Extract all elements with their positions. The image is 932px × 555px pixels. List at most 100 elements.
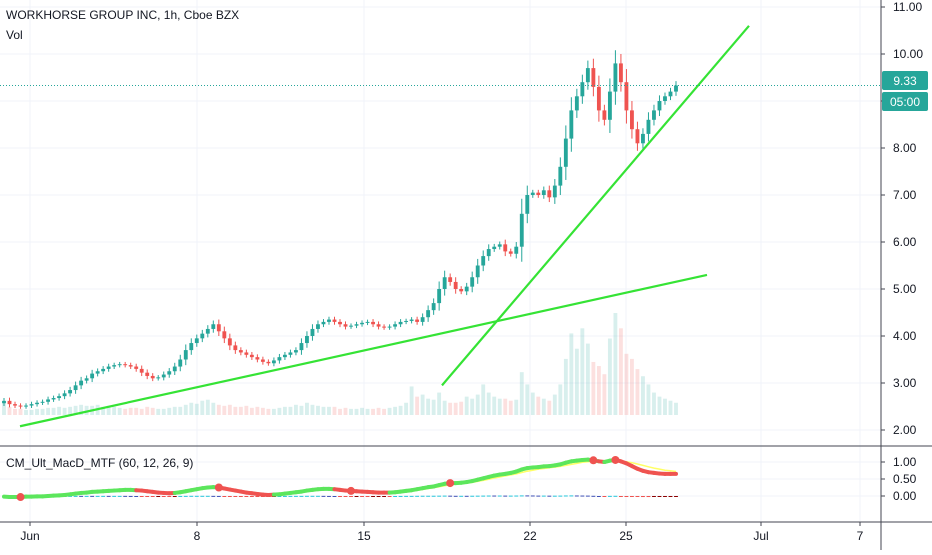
candle-body <box>349 326 353 327</box>
candle-body <box>580 82 584 96</box>
candle-body <box>360 323 364 324</box>
macd-histogram-bar <box>608 496 612 497</box>
macd-histogram-bar <box>239 496 243 497</box>
candle-body <box>613 63 617 91</box>
candle-body <box>118 364 122 365</box>
macd-histogram-bar <box>377 496 381 497</box>
volume-bar <box>239 407 243 415</box>
macd-histogram-bar <box>658 496 662 497</box>
macd-histogram-bar <box>602 496 606 497</box>
candle-body <box>145 373 149 376</box>
macd-histogram-bar <box>173 496 177 497</box>
macd-histogram-bar <box>426 496 430 497</box>
volume-legend[interactable]: Vol <box>6 28 23 42</box>
macd-histogram-bar <box>294 496 298 497</box>
candle-body <box>492 247 496 249</box>
candle-body <box>630 110 634 129</box>
volume-bar <box>333 407 337 415</box>
macd-histogram-bar <box>96 496 100 497</box>
volume-bar <box>355 409 359 415</box>
macd-histogram-bar <box>107 496 111 497</box>
macd-histogram-bar <box>222 496 226 497</box>
volume-bar <box>261 408 265 415</box>
volume-bar <box>311 405 315 415</box>
volume-bar <box>630 359 634 415</box>
macd-histogram-bar <box>465 496 469 497</box>
time-tick-label: 7 <box>857 529 864 543</box>
volume-bar <box>564 359 568 415</box>
volume-bar <box>129 408 133 415</box>
candle-body <box>222 331 226 338</box>
macd-histogram-bar <box>79 496 83 497</box>
volume-bar <box>151 408 155 415</box>
volume-bar <box>669 401 673 415</box>
volume-bar <box>503 399 507 415</box>
volume-bar <box>674 403 678 415</box>
candle-body <box>8 401 12 404</box>
macd-histogram-bar <box>371 496 375 497</box>
macd-histogram-bar <box>145 496 149 497</box>
candle-body <box>316 324 320 329</box>
macd-tick-label: 0.00 <box>893 489 917 503</box>
candle-body <box>228 338 232 345</box>
volume-bar <box>250 408 254 415</box>
candle-body <box>255 357 259 359</box>
macd-histogram-bar <box>118 496 122 497</box>
candle-body <box>377 324 381 326</box>
candle-body <box>283 355 287 357</box>
macd-histogram-bar <box>288 496 292 497</box>
volume-bar <box>211 403 215 415</box>
macd-histogram-bar <box>630 496 634 497</box>
volume-bar <box>388 408 392 415</box>
volume-bar <box>531 393 535 415</box>
candle-body <box>288 352 292 354</box>
price-tick-label: 5.00 <box>893 282 917 296</box>
macd-histogram-bar <box>300 496 304 497</box>
candle-body <box>35 403 39 404</box>
macd-histogram-bar <box>558 496 562 497</box>
volume-bar <box>575 349 579 415</box>
volume-bar <box>465 397 469 415</box>
macd-histogram-bar <box>151 496 155 497</box>
volume-bar <box>178 407 182 415</box>
indicator-legend[interactable]: CM_Ult_MacD_MTF (60, 12, 26, 9) <box>6 456 193 470</box>
volume-bar <box>189 403 193 415</box>
price-tick-label: 11.00 <box>893 0 922 14</box>
candle-body <box>388 327 392 328</box>
volume-bar <box>24 410 28 415</box>
macd-histogram-bar <box>564 495 568 496</box>
macd-histogram-bar <box>228 496 232 497</box>
candle-body <box>239 350 243 352</box>
candle-body <box>470 277 474 286</box>
volume-bar <box>222 406 226 415</box>
volume-bar <box>30 410 34 415</box>
macd-histogram-bar <box>454 496 458 497</box>
candle-body <box>19 406 23 407</box>
volume-bar <box>145 407 149 415</box>
macd-histogram-bar <box>575 495 579 496</box>
candle-body <box>189 343 193 350</box>
price-tick-label: 7.00 <box>893 188 917 202</box>
candle-body <box>404 321 408 322</box>
candle-body <box>658 101 662 110</box>
macd-histogram-bar <box>437 496 441 497</box>
candle-body <box>591 68 595 87</box>
volume-bar <box>399 406 403 415</box>
macd-histogram-bar <box>536 496 540 497</box>
macd-histogram-bar <box>184 496 188 497</box>
volume-bar <box>558 384 562 415</box>
candle-body <box>90 374 94 379</box>
volume-bar <box>200 401 204 415</box>
symbol-title[interactable]: WORKHORSE GROUP INC, 1h, Cboe BZX <box>6 8 239 22</box>
volume-bar <box>443 401 447 415</box>
macd-histogram-bar <box>410 496 414 497</box>
candle-body <box>2 401 6 403</box>
macd-histogram-bar <box>74 496 78 497</box>
candle-body <box>52 398 56 399</box>
macd-histogram-bar <box>333 496 337 497</box>
candle-body <box>85 378 89 380</box>
candle-body <box>426 310 430 317</box>
candle-body <box>217 324 221 331</box>
volume-bar <box>19 409 23 415</box>
candle-body <box>68 390 72 393</box>
